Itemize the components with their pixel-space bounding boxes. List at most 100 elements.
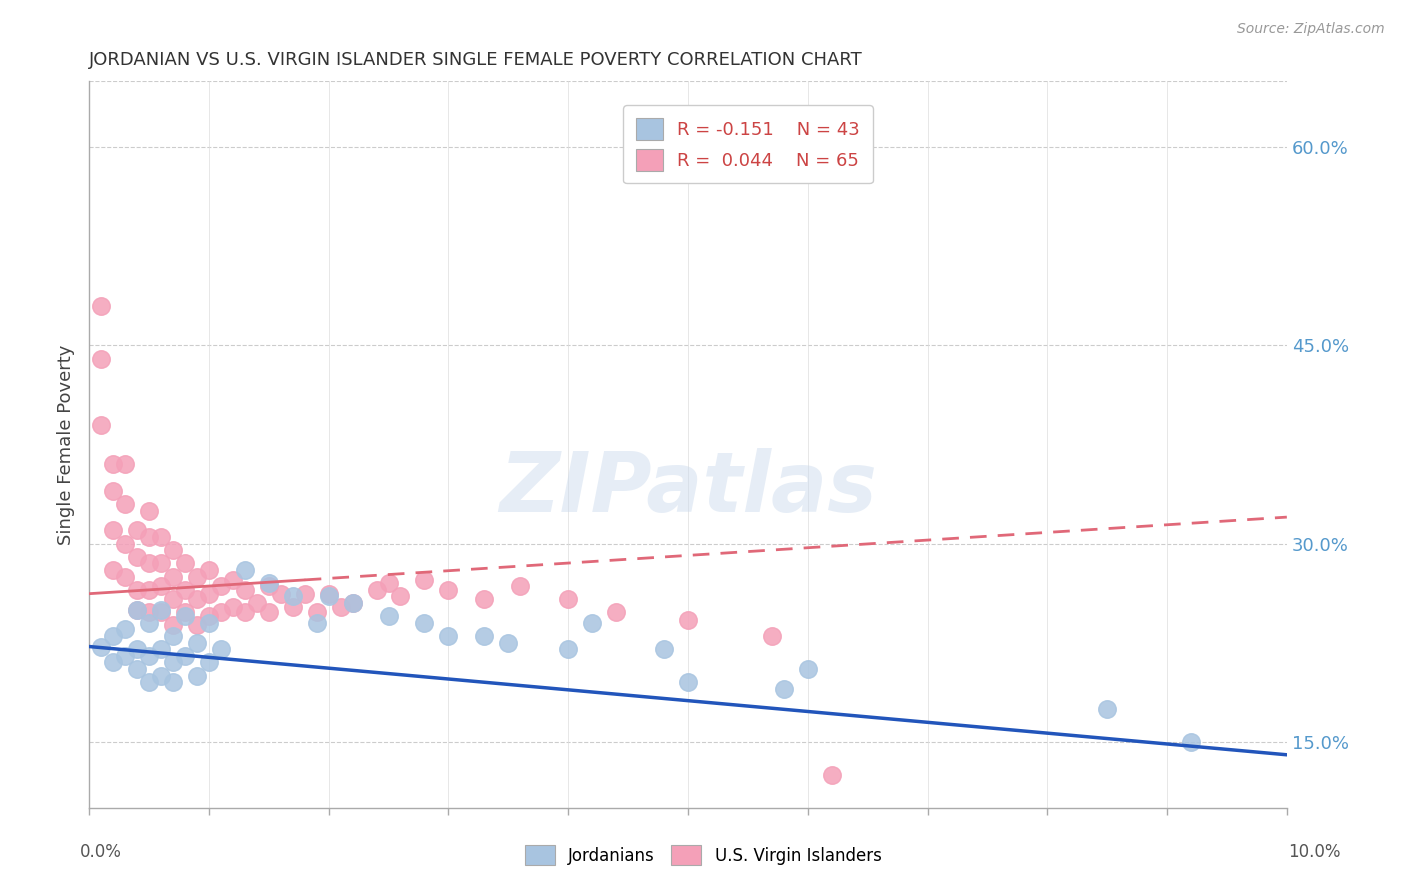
Point [186,592,208,607]
Point [209,605,232,619]
Point [149,668,172,682]
Point [101,629,124,643]
Point [114,623,136,637]
Point [198,609,221,624]
Point [90,351,112,366]
Point [198,615,221,630]
Point [138,582,160,597]
Point [138,557,160,571]
Point [114,569,136,583]
Point [257,576,280,591]
Point [149,579,172,593]
Point [437,582,460,597]
Point [174,605,197,619]
Point [125,524,148,538]
Point [174,557,197,571]
Text: 0.0%: 0.0% [80,843,122,861]
Legend: Jordanians, U.S. Virgin Islanders: Jordanians, U.S. Virgin Islanders [516,837,890,873]
Point [1180,734,1202,748]
Point [101,483,124,498]
Point [186,635,208,649]
Point [162,629,184,643]
Point [149,557,172,571]
Point [294,587,316,601]
Point [318,590,340,604]
Point [222,599,245,614]
Point [1095,701,1118,715]
Point [498,635,520,649]
Text: ZIPatlas: ZIPatlas [499,448,877,529]
Point [114,536,136,550]
Point [270,587,292,601]
Point [186,668,208,682]
Legend: R = -0.151    N = 43, R =  0.044    N = 65: R = -0.151 N = 43, R = 0.044 N = 65 [623,105,873,183]
Point [198,656,221,670]
Point [162,569,184,583]
Point [101,458,124,472]
Point [101,563,124,577]
Point [209,642,232,657]
Point [257,579,280,593]
Point [281,590,304,604]
Point [149,642,172,657]
Point [281,599,304,614]
Point [125,642,148,657]
Point [605,605,627,619]
Point [246,596,269,610]
Point [472,592,495,607]
Point [557,642,579,657]
Point [101,524,124,538]
Point [377,609,399,624]
Point [114,458,136,472]
Point [509,579,531,593]
Point [186,618,208,632]
Point [186,569,208,583]
Point [342,596,364,610]
Point [389,590,412,604]
Point [125,602,148,616]
Point [209,579,232,593]
Point [114,648,136,663]
Text: Source: ZipAtlas.com: Source: ZipAtlas.com [1237,22,1385,37]
Point [125,582,148,597]
Point [138,530,160,544]
Point [233,563,256,577]
Point [174,648,197,663]
Point [472,629,495,643]
Point [366,582,388,597]
Point [174,609,197,624]
Point [149,530,172,544]
Point [125,549,148,564]
Point [114,497,136,511]
Text: JORDANIAN VS U.S. VIRGIN ISLANDER SINGLE FEMALE POVERTY CORRELATION CHART: JORDANIAN VS U.S. VIRGIN ISLANDER SINGLE… [89,51,863,69]
Point [174,582,197,597]
Point [821,767,844,781]
Point [305,615,328,630]
Point [162,675,184,690]
Point [796,662,818,676]
Point [676,613,699,627]
Point [257,605,280,619]
Point [90,299,112,313]
Point [198,587,221,601]
Text: 10.0%: 10.0% [1288,843,1341,861]
Point [138,648,160,663]
Point [557,592,579,607]
Point [162,618,184,632]
Point [101,656,124,670]
Point [652,642,675,657]
Point [437,629,460,643]
Point [162,656,184,670]
Point [90,417,112,432]
Point [318,587,340,601]
Point [138,503,160,517]
Point [149,602,172,616]
Y-axis label: Single Female Poverty: Single Female Poverty [58,344,75,545]
Point [233,582,256,597]
Point [329,599,352,614]
Point [413,574,436,588]
Point [581,615,603,630]
Point [162,592,184,607]
Point [772,681,794,696]
Point [125,662,148,676]
